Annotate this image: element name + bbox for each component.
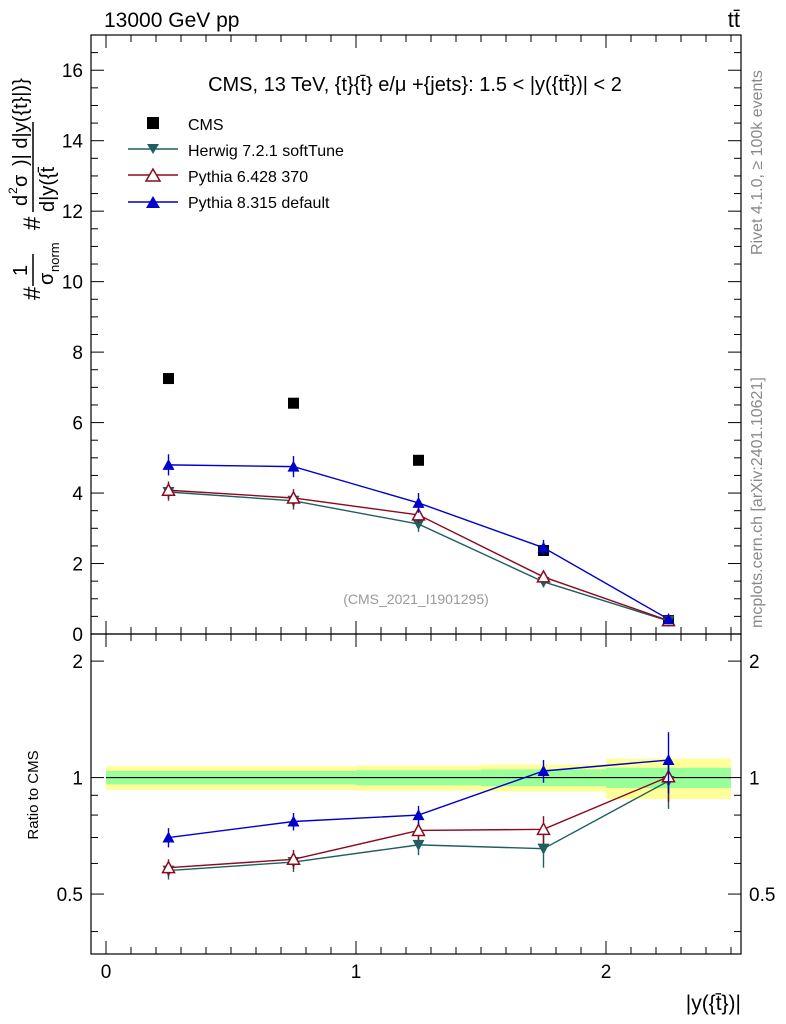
ratio-axis-ticks: 0.5 0.5 1 1 2 2 0 1 2 xyxy=(57,634,775,983)
main-point-pythia-6-428-370 xyxy=(411,507,426,521)
legend-label-pythia8: Pythia 8.315 default xyxy=(188,195,330,212)
ratio-point-pythia-6-428-370 xyxy=(161,860,176,874)
ratio-point-pythia-8-315-default xyxy=(412,809,425,821)
main-ytick-label: 12 xyxy=(62,202,83,223)
ylabel-sup2: 2 xyxy=(6,187,20,194)
main-ytick-label: 4 xyxy=(72,484,83,505)
main-ytick-label: 8 xyxy=(72,343,83,364)
ratio-point-pythia-8-315-default xyxy=(287,815,300,827)
legend-marker-herwig xyxy=(147,144,159,154)
ylabel-prefix: # xyxy=(19,286,46,300)
ratio-ylabel: Ratio to CMS xyxy=(25,750,42,839)
ratio-point-pythia-6-428-370 xyxy=(536,821,551,836)
ratio-point-pythia-6-428-370 xyxy=(286,851,301,866)
ratio-ytick-label-left: 0.5 xyxy=(57,885,83,906)
ratio-uncertainty-bands xyxy=(106,758,731,800)
ratio-ytick-label-left: 1 xyxy=(72,769,83,790)
main-point-pythia-6-428-370 xyxy=(286,490,301,504)
ratio-ytick-label-right: 2 xyxy=(749,652,760,673)
xlabel: |y({t̄})| xyxy=(686,992,741,1015)
ylabel-hash2: # xyxy=(19,216,46,230)
legend: CMS Herwig 7.2.1 softTune Pythia 6.428 3… xyxy=(128,117,344,212)
mcplots-label: mcplots.cern.ch [arXiv:2401.10621] xyxy=(749,377,766,628)
legend-marker-cms xyxy=(147,117,159,129)
ratio-point-pythia-8-315-default xyxy=(662,754,675,766)
ratio-xtick-label: 0 xyxy=(101,962,112,983)
ratio-ytick-label-right: 0.5 xyxy=(749,885,775,906)
main-ytick-label: 14 xyxy=(62,132,84,153)
main-axis-ticks: 0 2 4 6 8 10 12 14 16 xyxy=(62,34,741,646)
main-point-pythia-6-428-370 xyxy=(536,569,551,583)
header-right: tt̄ xyxy=(728,7,740,32)
main-point-herwig-7-2-1-softtune xyxy=(412,519,425,531)
ratio-ytick-label-right: 1 xyxy=(749,769,760,790)
ratio-point-pythia-8-315-default xyxy=(162,831,175,843)
main-ytick-label: 2 xyxy=(72,555,83,576)
ylabel-right: )| d|y({t}|)} xyxy=(10,78,32,166)
ylabel-denominator: d|y({t̄ xyxy=(37,166,59,212)
legend-marker-pythia8 xyxy=(146,196,160,208)
main-title: CMS, 13 TeV, {t}{t̄} e/μ +{jets}: 1.5 < … xyxy=(208,74,622,96)
main-point-pythia-6-428-370 xyxy=(161,482,176,496)
ylabel-norm: norm xyxy=(47,242,62,272)
ylabel-one: 1 xyxy=(10,265,32,276)
ratio-point-herwig-7-2-1-softtune xyxy=(537,843,550,855)
analysis-watermark: (CMS_2021_I1901295) xyxy=(343,591,489,607)
main-ytick-label: 6 xyxy=(72,414,83,435)
ylabel-d: d xyxy=(10,195,32,206)
legend-marker-pythia6 xyxy=(144,167,162,182)
main-point-cms xyxy=(413,454,424,466)
legend-label-cms: CMS xyxy=(188,117,224,134)
ylabel-sigma: σ xyxy=(36,272,58,285)
ratio-ytick-label-left: 2 xyxy=(72,652,83,673)
ratio-point-pythia-6-428-370 xyxy=(411,822,426,837)
ratio-point-herwig-7-2-1-softtune xyxy=(412,839,425,851)
main-point-pythia-8-315-default xyxy=(287,460,300,472)
ratio-xtick-label: 2 xyxy=(601,962,612,983)
main-point-cms xyxy=(163,373,174,385)
rivet-label: Rivet 4.1.0, ≥ 100k events xyxy=(749,70,766,255)
ratio-panel-frame xyxy=(90,633,742,955)
legend-label-herwig: Herwig 7.2.1 softTune xyxy=(188,143,344,160)
header-left: 13000 GeV pp xyxy=(104,9,239,32)
main-point-pythia-8-315-default xyxy=(662,613,675,625)
main-ytick-label: 16 xyxy=(62,61,83,82)
ratio-point-pythia-8-315-default xyxy=(537,764,550,776)
main-ylabel: # 1 σ norm # d 2 σ d|y({t̄ )| d|y({t}|)} xyxy=(6,78,62,300)
ratio-series-layer xyxy=(161,732,676,880)
main-ytick-label: 0 xyxy=(72,625,83,646)
ylabel-sigma2: σ xyxy=(10,174,32,187)
main-point-pythia-8-315-default xyxy=(162,458,175,470)
ratio-xtick-label: 1 xyxy=(351,962,362,983)
main-ytick-label: 10 xyxy=(62,273,83,294)
main-series-layer xyxy=(161,373,676,627)
main-point-cms xyxy=(288,397,299,409)
legend-label-pythia6: Pythia 6.428 370 xyxy=(188,169,308,186)
main-point-pythia-8-315-default xyxy=(537,541,550,553)
main-point-pythia-8-315-default xyxy=(412,496,425,508)
